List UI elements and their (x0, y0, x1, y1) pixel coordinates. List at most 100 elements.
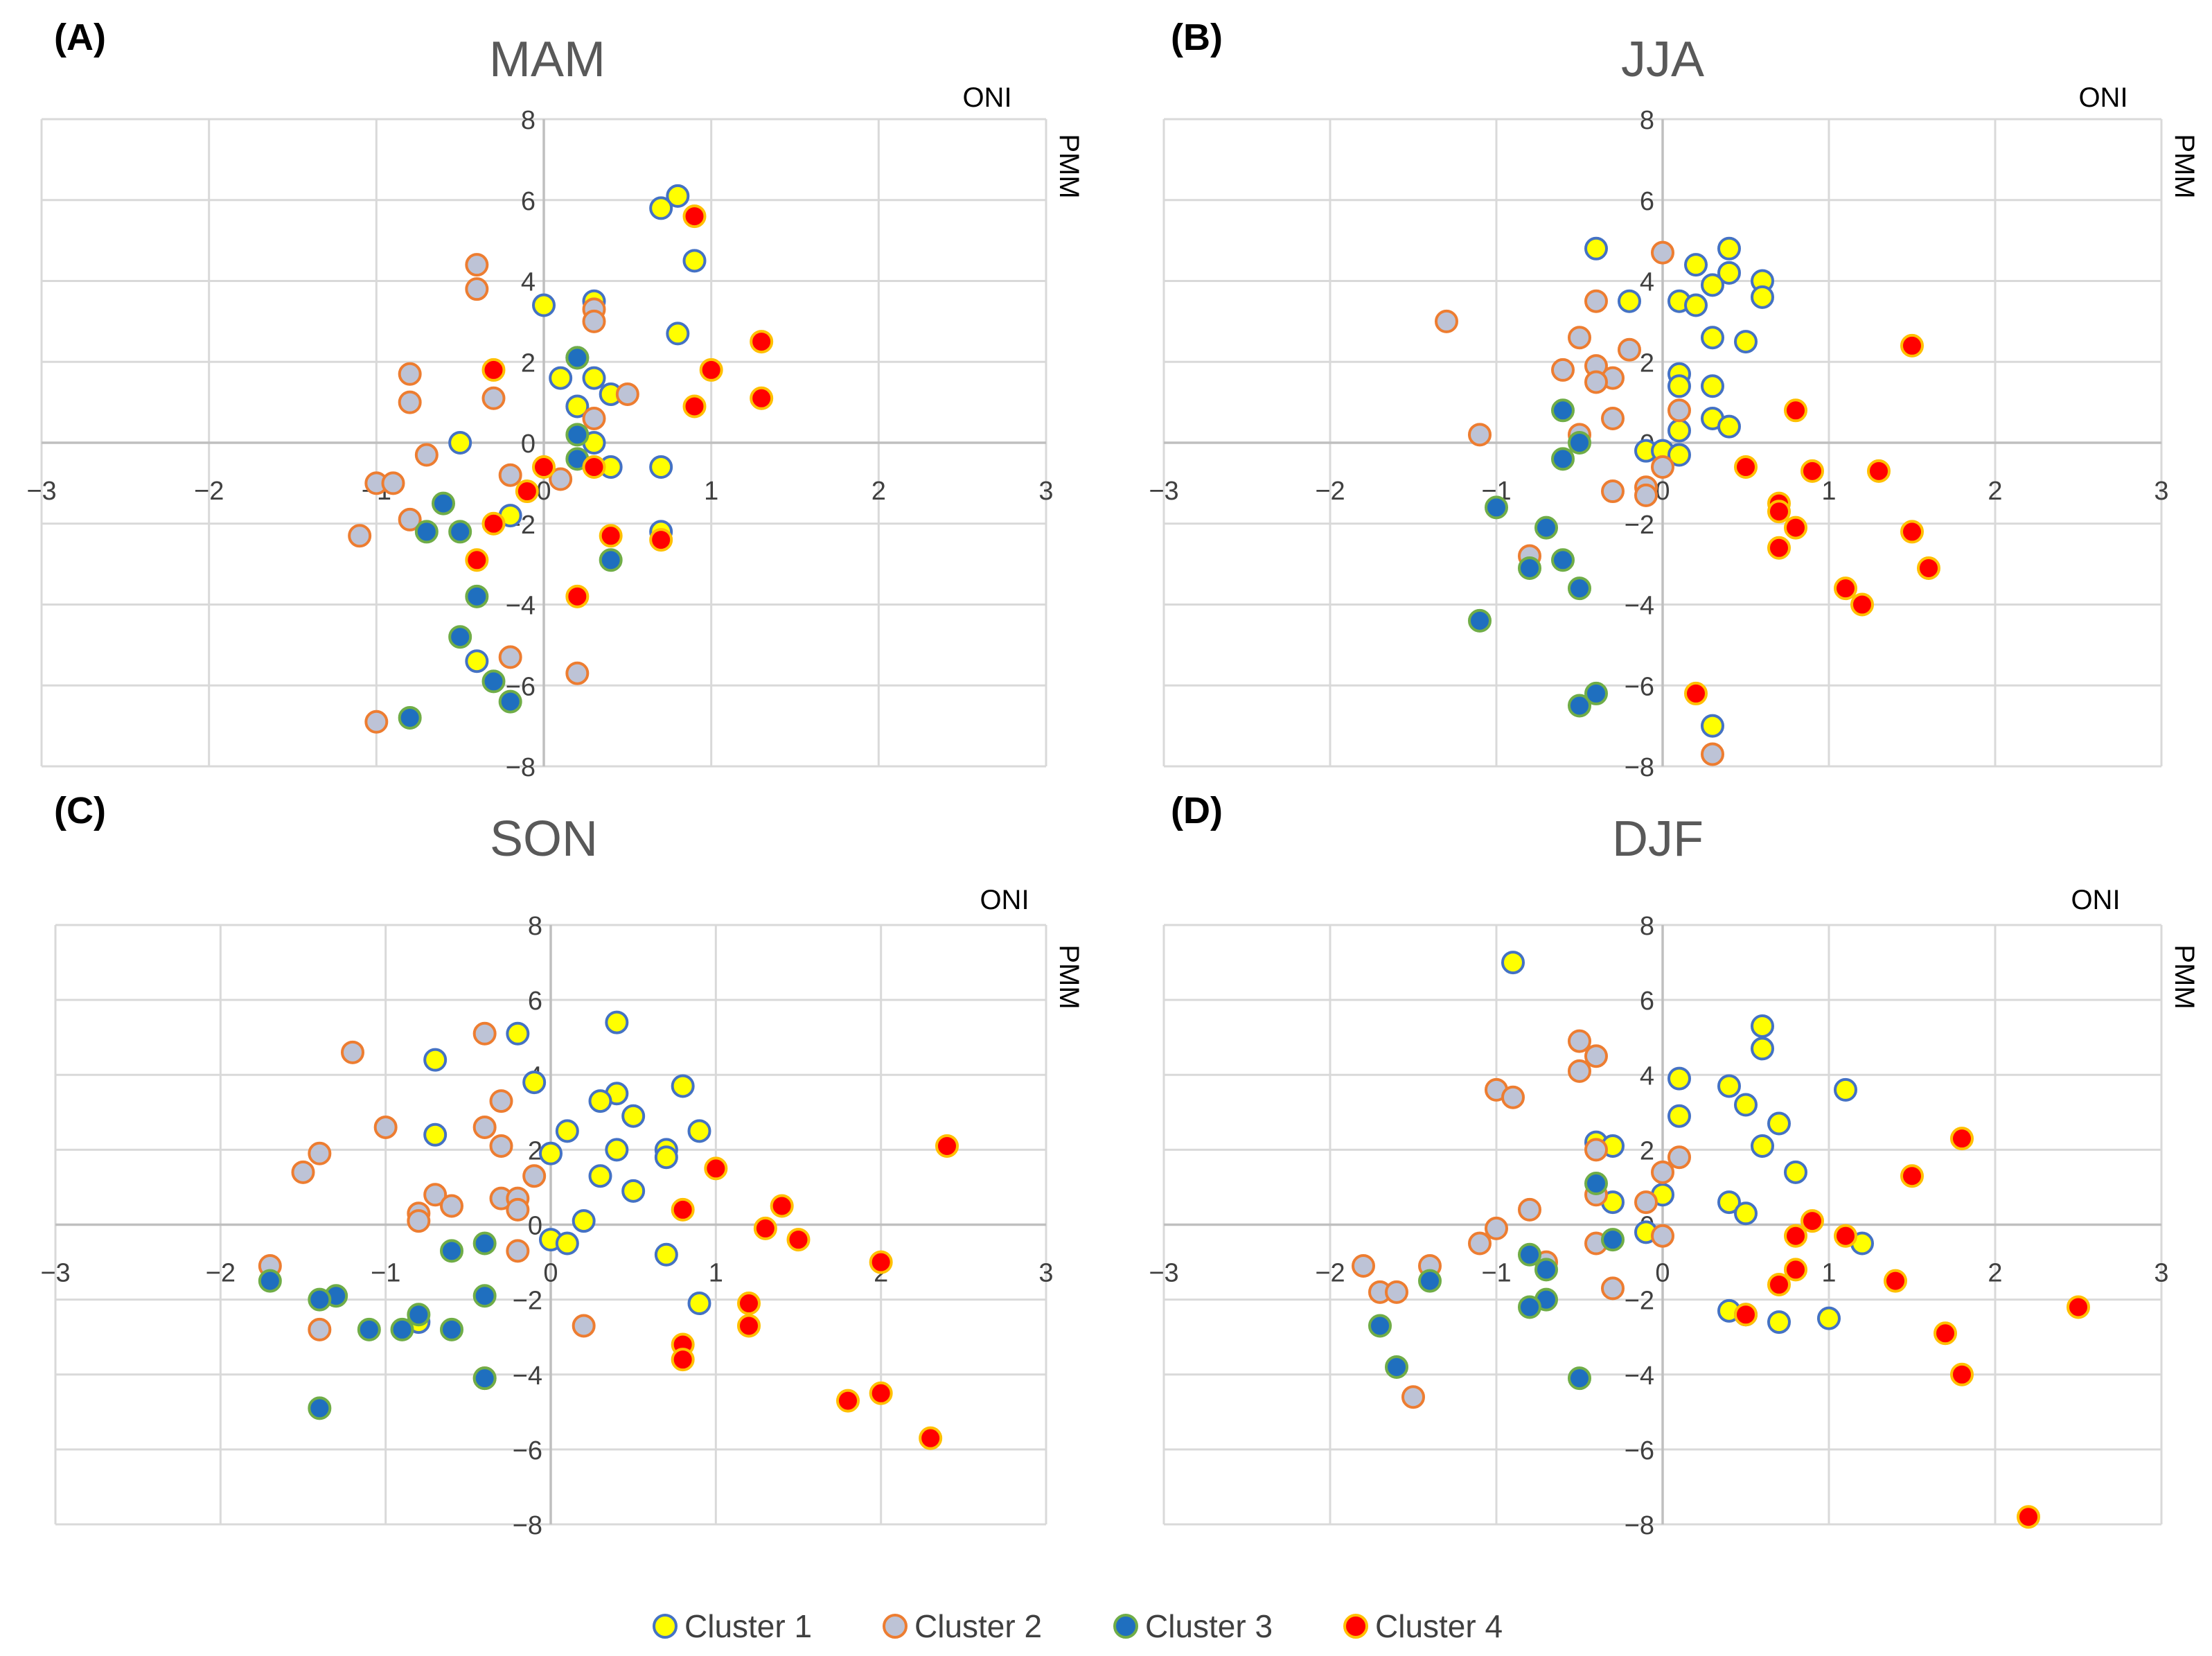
legend-item: Cluster 1 (653, 1608, 812, 1644)
point-cluster-1 (666, 184, 690, 208)
y-axis-label: PMM (2169, 134, 2200, 198)
point-cluster-2 (1485, 1216, 1508, 1240)
point-cluster-1 (1734, 1201, 1758, 1226)
x-tick-label: −2 (206, 1259, 236, 1288)
point-cluster-1 (1667, 419, 1691, 443)
legend-marker-cluster-4 (1343, 1614, 1368, 1639)
point-cluster-3 (1584, 681, 1608, 705)
point-cluster-3 (1368, 1314, 1392, 1338)
point-cluster-4 (1767, 1273, 1791, 1296)
y-tick-label: −6 (513, 1436, 542, 1465)
point-cluster-2 (407, 1209, 431, 1233)
point-cluster-4 (1917, 556, 1940, 580)
point-cluster-3 (481, 669, 506, 694)
point-cluster-4 (1800, 459, 1824, 483)
point-cluster-4 (869, 1381, 893, 1405)
point-cluster-4 (1884, 1269, 1907, 1293)
point-cluster-3 (1568, 431, 1591, 455)
point-cluster-4 (1767, 500, 1791, 524)
series-cluster-3 (1368, 1172, 1625, 1391)
point-cluster-1 (1684, 293, 1708, 317)
point-cluster-4 (750, 330, 774, 354)
panel-letter: (D) (1171, 790, 1223, 831)
point-cluster-1 (555, 1231, 579, 1256)
x-tick-label: 0 (1655, 477, 1670, 506)
point-cluster-1 (522, 1071, 547, 1095)
x-tick-label: 1 (1821, 477, 1836, 506)
point-cluster-3 (1485, 495, 1508, 520)
point-cluster-1 (423, 1048, 448, 1072)
point-cluster-3 (1518, 556, 1541, 580)
panel-c: (C) SON ONI PMM (54, 790, 1084, 1010)
point-cluster-2 (1568, 1029, 1591, 1053)
point-cluster-2 (472, 1021, 497, 1046)
x-axis-label: ONI (980, 885, 1029, 915)
y-tick-label: −8 (1625, 753, 1654, 782)
point-cluster-1 (1667, 443, 1691, 467)
point-cluster-4 (2067, 1295, 2090, 1319)
plot-area: −3−2−1012386420−2−4−6−8 (1149, 106, 2168, 782)
y-tick-label: −6 (1625, 672, 1654, 701)
point-cluster-2 (1352, 1253, 1375, 1278)
point-cluster-1 (1717, 1190, 1741, 1215)
point-cluster-2 (423, 1183, 448, 1207)
point-cluster-1 (1834, 1077, 1857, 1102)
panel-letter: (B) (1171, 17, 1223, 58)
point-cluster-2 (1651, 1160, 1674, 1184)
legend-item: Cluster 2 (883, 1608, 1042, 1644)
point-cluster-1 (1751, 285, 1774, 309)
point-cluster-1 (649, 196, 673, 220)
point-cluster-4 (836, 1389, 860, 1413)
point-cluster-4 (1867, 459, 1891, 483)
point-cluster-2 (1651, 240, 1674, 265)
point-cluster-1 (687, 1292, 711, 1316)
point-cluster-3 (1518, 1242, 1541, 1267)
y-tick-label: 8 (1640, 106, 1654, 135)
point-cluster-4 (919, 1426, 943, 1450)
point-cluster-4 (1934, 1321, 1957, 1346)
point-cluster-2 (1401, 1385, 1425, 1409)
point-cluster-3 (472, 1231, 497, 1256)
point-cluster-4 (786, 1228, 811, 1252)
y-tick-label: −2 (1625, 1287, 1654, 1316)
point-cluster-4 (1834, 1224, 1857, 1248)
point-cluster-4 (1784, 516, 1807, 540)
point-cluster-2 (472, 1115, 497, 1139)
x-tick-label: −3 (1149, 1259, 1178, 1288)
point-cluster-1 (671, 1074, 695, 1098)
point-cluster-2 (1667, 1145, 1691, 1170)
point-cluster-2 (1701, 742, 1724, 766)
series-cluster-4 (465, 204, 774, 608)
point-cluster-4 (1684, 681, 1708, 705)
point-cluster-1 (1701, 273, 1724, 297)
point-cluster-4 (682, 394, 707, 419)
legend-label: Cluster 2 (914, 1608, 1042, 1644)
point-cluster-1 (682, 249, 707, 273)
y-tick-label: 4 (1640, 1062, 1654, 1091)
series-cluster-1 (1584, 236, 1774, 738)
point-cluster-4 (1834, 576, 1857, 601)
point-cluster-2 (1618, 337, 1641, 362)
point-cluster-2 (1584, 289, 1608, 313)
point-cluster-2 (582, 406, 606, 430)
point-cluster-3 (1534, 1258, 1558, 1282)
y-tick-label: −4 (513, 1362, 542, 1391)
point-cluster-4 (1950, 1127, 1974, 1151)
point-cluster-2 (481, 386, 506, 410)
point-cluster-1 (588, 1164, 612, 1188)
point-cluster-4 (2017, 1505, 2040, 1529)
x-tick-label: 1 (704, 477, 718, 506)
point-cluster-1 (666, 321, 690, 346)
point-cluster-3 (448, 520, 472, 544)
point-cluster-3 (565, 346, 590, 370)
point-cluster-3 (398, 705, 422, 730)
point-cluster-2 (522, 1164, 547, 1188)
point-cluster-4 (704, 1156, 728, 1181)
point-cluster-1 (654, 1145, 678, 1170)
x-tick-label: −2 (1315, 477, 1345, 506)
y-axis-label: PMM (1054, 134, 1084, 198)
point-cluster-3 (1551, 548, 1575, 572)
x-tick-label: −1 (1481, 1259, 1511, 1288)
point-cluster-3 (308, 1396, 332, 1420)
point-cluster-2 (1435, 309, 1458, 333)
